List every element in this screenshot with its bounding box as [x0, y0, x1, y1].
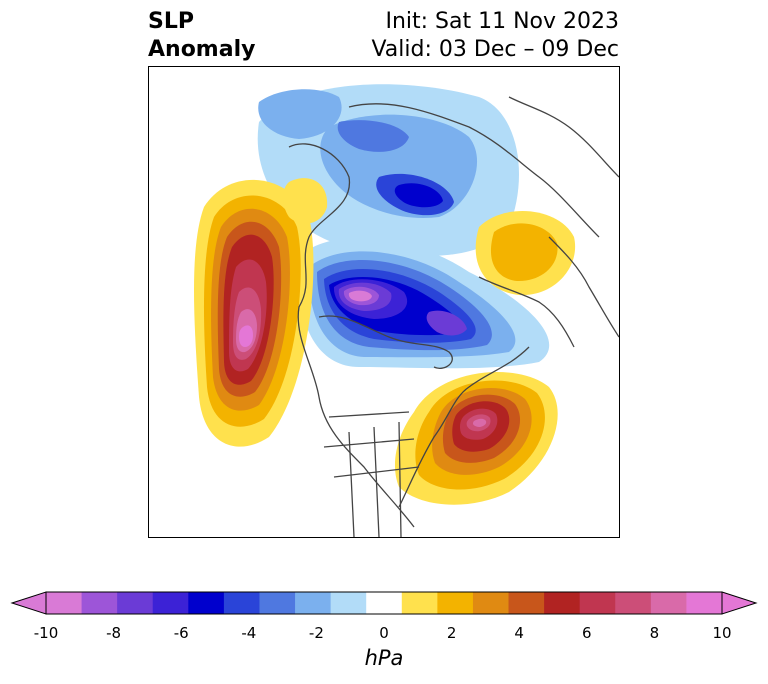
colorbar-tick-label: 4: [514, 624, 524, 642]
colorbar-segment: [401, 592, 438, 614]
colorbar-segment: [259, 592, 296, 614]
map-subtitle: Init: Sat 11 Nov 2023 Valid: 03 Dec – 09…: [371, 8, 619, 64]
colorbar-segment: [366, 592, 403, 614]
title-line-2: Anomaly: [148, 37, 256, 62]
colorbar-segment: [46, 592, 83, 614]
positive-anomaly-west: [194, 178, 328, 447]
colorbar-segment: [615, 592, 652, 614]
colorbar-segment: [544, 592, 581, 614]
colorbar-tick-label: -8: [106, 624, 122, 642]
colorbar-extend-low: [10, 591, 47, 615]
colorbar-tick-label: -10: [33, 624, 59, 642]
negative-anomaly-core: [298, 237, 550, 369]
colorbar-segment: [437, 592, 474, 614]
colorbar-segment: [472, 592, 510, 614]
colorbar-tick-label: -2: [308, 624, 324, 642]
colorbar-tick-label: 6: [582, 624, 592, 642]
colorbar-tick-label: 2: [446, 624, 457, 642]
colorbar-extend-high: [721, 591, 758, 615]
colorbar-segment: [117, 592, 154, 614]
colorbar-segment: [152, 592, 189, 614]
colorbar-segment: [330, 592, 367, 614]
init-date: Init: Sat 11 Nov 2023: [385, 9, 619, 34]
colorbar-tick-label: 8: [649, 624, 660, 642]
colorbar-unit-label: hPa: [364, 646, 404, 670]
colorbar-outline: [45, 591, 723, 615]
map-panel: [148, 66, 620, 538]
title-line-1: SLP: [148, 9, 194, 34]
positive-anomaly-europe: [475, 210, 576, 296]
colorbar-segment: [188, 592, 225, 614]
colorbar-segment: [508, 592, 545, 614]
colorbar: [10, 591, 758, 615]
coastlines: [288, 96, 619, 537]
positive-anomaly-east: [394, 372, 558, 505]
valid-range: Valid: 03 Dec – 09 Dec: [371, 37, 619, 62]
colorbar-segment: [295, 592, 332, 614]
colorbar-tick-label: 0: [379, 624, 389, 642]
map-title: SLP Anomaly: [148, 8, 255, 64]
map-canvas: [194, 84, 619, 537]
colorbar-segment: [579, 592, 616, 614]
colorbar-tick-label: -6: [173, 624, 189, 642]
colorbar-tick-label: 10: [712, 624, 732, 642]
colorbar-segment: [686, 592, 723, 614]
colorbar-segment: [650, 592, 687, 614]
colorbar-tick-label: -4: [241, 624, 257, 642]
colorbar-segment: [81, 592, 118, 614]
colorbar-segment: [223, 592, 260, 614]
